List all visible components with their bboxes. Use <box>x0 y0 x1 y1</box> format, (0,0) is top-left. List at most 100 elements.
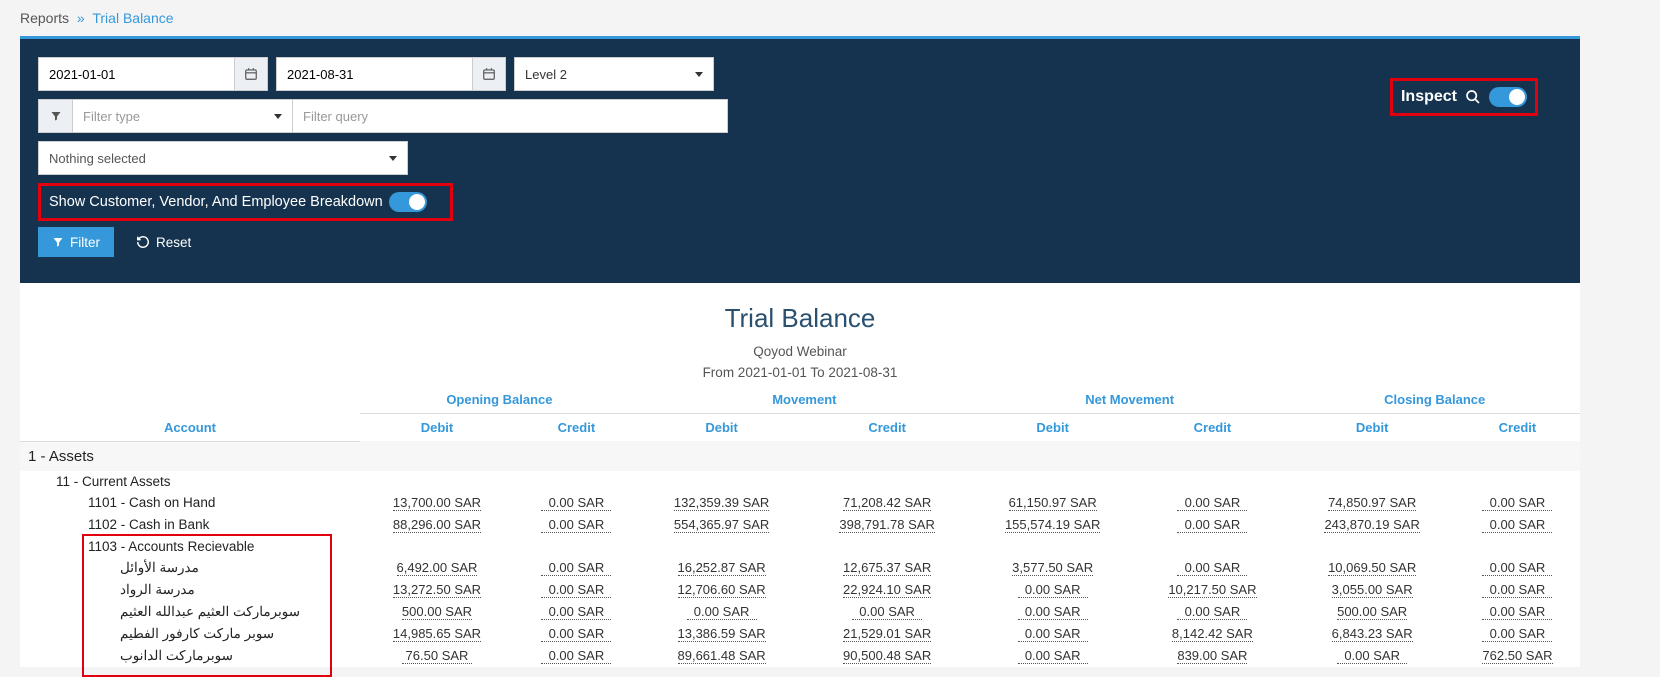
value-cell[interactable]: 16,252.87 SAR <box>639 557 805 579</box>
filter-bar: Level 2 Filter type <box>20 39 1580 283</box>
reset-button-label: Reset <box>156 235 191 250</box>
date-to-input[interactable] <box>276 57 472 91</box>
col-credit: Credit <box>804 414 970 442</box>
child-account-label[interactable]: سوبرماركت الدانوب <box>20 645 360 667</box>
level-select[interactable]: Level 2 <box>514 57 714 91</box>
value-cell[interactable]: 0.00 SAR <box>970 645 1136 667</box>
reset-button[interactable]: Reset <box>122 227 205 257</box>
value-cell[interactable]: 155,574.19 SAR <box>970 514 1136 536</box>
breakdown-toggle-row: Show Customer, Vendor, And Employee Brea… <box>38 183 453 221</box>
filter-type-placeholder: Filter type <box>83 109 140 124</box>
value-cell[interactable]: 13,700.00 SAR <box>360 492 514 514</box>
value-cell[interactable]: 0.00 SAR <box>1135 514 1289 536</box>
col-group-net: Net Movement <box>970 386 1290 414</box>
inspect-toggle[interactable] <box>1489 87 1527 107</box>
value-cell[interactable]: 13,272.50 SAR <box>360 579 514 601</box>
value-cell[interactable]: 554,365.97 SAR <box>639 514 805 536</box>
col-group-closing: Closing Balance <box>1289 386 1580 414</box>
account-label[interactable]: 1102 - Cash in Bank <box>20 514 360 536</box>
date-from-input[interactable] <box>38 57 234 91</box>
value-cell[interactable]: 243,870.19 SAR <box>1289 514 1455 536</box>
value-cell[interactable]: 0.00 SAR <box>1455 557 1580 579</box>
child-account-label[interactable]: مدرسة الرواد <box>20 579 360 601</box>
filter-query-input[interactable] <box>292 99 728 133</box>
value-cell[interactable]: 762.50 SAR <box>1455 645 1580 667</box>
value-cell[interactable]: 12,706.60 SAR <box>639 579 805 601</box>
col-debit: Debit <box>639 414 805 442</box>
filter-button[interactable]: Filter <box>38 227 114 257</box>
child-account-label[interactable]: سوبرماركت العثيم عبدالله العثيم <box>20 601 360 623</box>
value-cell[interactable]: 839.00 SAR <box>1135 645 1289 667</box>
value-cell[interactable]: 14,985.65 SAR <box>360 623 514 645</box>
value-cell[interactable]: 500.00 SAR <box>360 601 514 623</box>
value-cell[interactable]: 0.00 SAR <box>1455 623 1580 645</box>
value-cell[interactable]: 0.00 SAR <box>514 645 639 667</box>
value-cell[interactable]: 12,675.37 SAR <box>804 557 970 579</box>
value-cell[interactable]: 61,150.97 SAR <box>970 492 1136 514</box>
filter-type-select[interactable]: Filter type <box>72 99 292 133</box>
value-cell[interactable]: 0.00 SAR <box>1455 514 1580 536</box>
value-cell[interactable]: 89,661.48 SAR <box>639 645 805 667</box>
value-cell[interactable]: 0.00 SAR <box>1455 579 1580 601</box>
value-cell[interactable]: 10,217.50 SAR <box>1135 579 1289 601</box>
value-cell[interactable]: 74,850.97 SAR <box>1289 492 1455 514</box>
multi-select[interactable]: Nothing selected <box>38 141 408 175</box>
value-cell[interactable]: 0.00 SAR <box>514 492 639 514</box>
value-cell[interactable]: 398,791.78 SAR <box>804 514 970 536</box>
breadcrumb-separator-icon: » <box>77 10 85 26</box>
filter-button-label: Filter <box>70 235 100 250</box>
trial-balance-table: Account Opening Balance Movement Net Mov… <box>20 386 1580 667</box>
value-cell[interactable]: 8,142.42 SAR <box>1135 623 1289 645</box>
value-cell[interactable]: 0.00 SAR <box>1135 492 1289 514</box>
search-icon <box>1465 89 1481 105</box>
child-account-label[interactable]: سوبر ماركت كارفور الفطيم <box>20 623 360 645</box>
value-cell[interactable]: 3,055.00 SAR <box>1289 579 1455 601</box>
value-cell[interactable]: 0.00 SAR <box>1455 492 1580 514</box>
value-cell[interactable]: 90,500.48 SAR <box>804 645 970 667</box>
section-label[interactable]: 1 - Assets <box>20 441 1580 471</box>
value-cell[interactable]: 0.00 SAR <box>1135 601 1289 623</box>
inspect-label: Inspect <box>1401 88 1457 106</box>
value-cell[interactable]: 0.00 SAR <box>970 579 1136 601</box>
account-label[interactable]: 1101 - Cash on Hand <box>20 492 360 514</box>
value-cell[interactable]: 13,386.59 SAR <box>639 623 805 645</box>
value-cell[interactable]: 0.00 SAR <box>514 579 639 601</box>
report-content: Trial Balance Qoyod Webinar From 2021-01… <box>20 283 1580 667</box>
value-cell[interactable]: 21,529.01 SAR <box>804 623 970 645</box>
value-cell[interactable]: 0.00 SAR <box>514 514 639 536</box>
breakdown-toggle[interactable] <box>389 192 427 212</box>
value-cell[interactable]: 6,492.00 SAR <box>360 557 514 579</box>
child-account-label[interactable]: مدرسة الأوائل <box>20 557 360 579</box>
value-cell[interactable]: 0.00 SAR <box>514 601 639 623</box>
value-cell[interactable]: 0.00 SAR <box>1289 645 1455 667</box>
value-cell[interactable]: 88,296.00 SAR <box>360 514 514 536</box>
value-cell[interactable]: 0.00 SAR <box>639 601 805 623</box>
report-title: Trial Balance <box>20 303 1580 334</box>
account-label[interactable]: 1103 - Accounts Recievable <box>20 536 360 557</box>
value-cell[interactable]: 0.00 SAR <box>514 557 639 579</box>
breadcrumb: Reports » Trial Balance <box>20 0 1580 36</box>
value-cell[interactable]: 500.00 SAR <box>1289 601 1455 623</box>
reset-icon <box>136 235 150 249</box>
value-cell[interactable]: 0.00 SAR <box>804 601 970 623</box>
value-cell[interactable]: 22,924.10 SAR <box>804 579 970 601</box>
value-cell[interactable]: 0.00 SAR <box>514 623 639 645</box>
value-cell[interactable]: 0.00 SAR <box>970 601 1136 623</box>
value-cell[interactable]: 6,843.23 SAR <box>1289 623 1455 645</box>
value-cell[interactable]: 0.00 SAR <box>1135 557 1289 579</box>
subsection-label[interactable]: 11 - Current Assets <box>20 471 360 492</box>
value-cell[interactable]: 76.50 SAR <box>360 645 514 667</box>
value-cell[interactable]: 71,208.42 SAR <box>804 492 970 514</box>
report-subtitle: Qoyod Webinar <box>20 344 1580 359</box>
breadcrumb-current[interactable]: Trial Balance <box>92 10 173 26</box>
calendar-icon[interactable] <box>234 57 268 91</box>
calendar-icon[interactable] <box>472 57 506 91</box>
level-select-value: Level 2 <box>525 67 567 82</box>
chevron-down-icon <box>695 72 703 77</box>
value-cell[interactable]: 0.00 SAR <box>970 623 1136 645</box>
value-cell[interactable]: 3,577.50 SAR <box>970 557 1136 579</box>
breadcrumb-root[interactable]: Reports <box>20 10 69 26</box>
value-cell[interactable]: 0.00 SAR <box>1455 601 1580 623</box>
value-cell[interactable]: 10,069.50 SAR <box>1289 557 1455 579</box>
value-cell[interactable]: 132,359.39 SAR <box>639 492 805 514</box>
